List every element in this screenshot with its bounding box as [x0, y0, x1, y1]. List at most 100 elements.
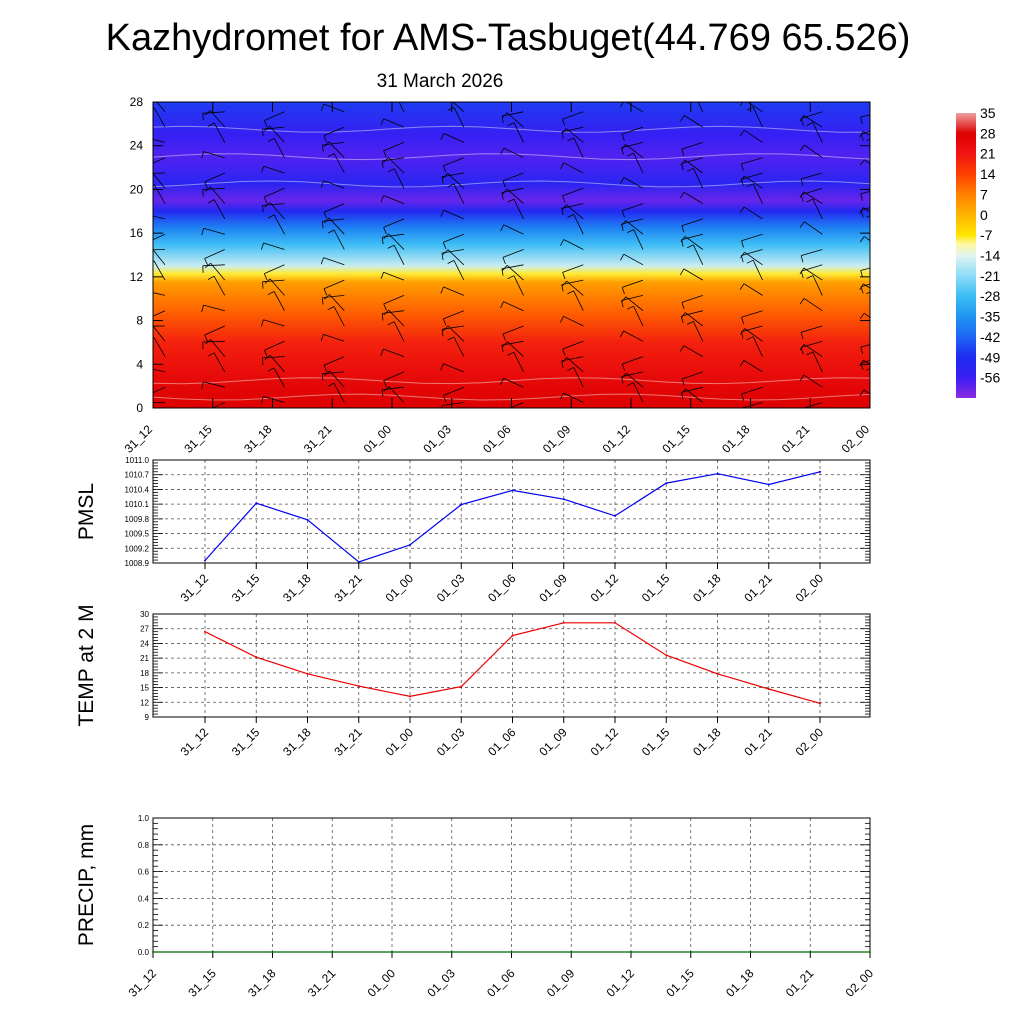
y-tick-label: 27 [140, 625, 149, 634]
wind-barb [441, 172, 464, 184]
barb-shaft [743, 206, 763, 220]
wind-barb [380, 195, 405, 204]
temperature-field [153, 102, 870, 408]
colorbar-label: 7 [980, 186, 988, 202]
wind-barb [261, 165, 285, 174]
wind-barb [320, 334, 345, 342]
barb-shaft [269, 278, 285, 296]
barb-flag [145, 167, 148, 173]
wind-barb [440, 209, 464, 220]
barb-shaft [269, 354, 285, 373]
barb-shaft [328, 141, 345, 158]
data-point [749, 951, 752, 953]
barb-shaft [873, 214, 882, 234]
data-point [255, 656, 258, 659]
barb-flag [620, 102, 624, 107]
barb-shaft [213, 199, 226, 220]
wind-barb [799, 221, 823, 235]
wind-barb [806, 275, 823, 296]
barb-flag [800, 347, 804, 355]
barb-shaft [744, 175, 763, 189]
wind-barb [201, 304, 225, 313]
wind-barb [620, 253, 644, 266]
barb-flag [621, 376, 624, 384]
x-tick-label: 31_18 [280, 571, 314, 605]
barb-shaft [447, 249, 465, 266]
colorbar-label: 28 [980, 125, 996, 141]
barb-shaft [501, 340, 524, 346]
barb-shaft [153, 337, 166, 357]
data-point [306, 672, 309, 675]
barb-flag [447, 336, 455, 341]
wind-barb [741, 157, 763, 171]
barb-shaft [741, 325, 763, 333]
barb-flag [381, 160, 384, 168]
data-point [614, 621, 616, 624]
wind-barb [741, 402, 763, 408]
barb-flag [387, 168, 395, 173]
barb-shaft [747, 102, 763, 113]
barb-flag [687, 92, 693, 95]
wind-barb [381, 233, 405, 245]
barb-shaft [443, 286, 464, 296]
barb-shaft [153, 292, 166, 296]
barb-flag [263, 120, 268, 128]
barb-flag [320, 257, 324, 265]
barb-flag [202, 113, 204, 121]
temperature-panel: 9 12 15 18 21 24 27 30 31_12 31_15 31_18 31_21 01_00… [75, 604, 871, 759]
barb-flag [380, 348, 384, 356]
barb-shaft [453, 260, 465, 281]
barb-shaft [800, 325, 823, 333]
heat-y-tick-label: 20 [130, 182, 144, 196]
barb-flag [567, 290, 574, 295]
barb-shaft [393, 245, 405, 265]
barb-flag [380, 195, 384, 203]
barb-flag [627, 382, 634, 387]
barb-shaft [503, 377, 524, 388]
barb-shaft [204, 325, 225, 336]
barb-shaft [388, 233, 405, 250]
barb-shaft [453, 107, 465, 128]
wind-barb [560, 392, 584, 403]
wind-barb [627, 229, 644, 250]
x-tick-label: 01_12 [604, 966, 638, 1000]
data-point [869, 951, 871, 953]
barb-flag [741, 317, 744, 325]
wind-barb [621, 371, 644, 384]
barb-flag [261, 242, 264, 250]
x-tick-label: 01_15 [663, 966, 697, 1000]
barb-flag [501, 268, 504, 276]
colorbar-label: -7 [980, 227, 993, 243]
barb-flag [387, 244, 395, 249]
barb-shaft [683, 268, 704, 281]
wind-barb [507, 122, 524, 143]
wind-barb [508, 402, 524, 408]
barb-flag [741, 163, 744, 171]
data-point [665, 654, 668, 657]
wind-barb [267, 291, 285, 311]
barb-flag [739, 283, 745, 290]
wind-barb [153, 325, 166, 342]
barb-shaft [452, 102, 465, 113]
x-tick-label: 01_15 [639, 725, 673, 759]
barb-flag [746, 259, 754, 264]
barb-flag [323, 288, 328, 296]
barb-flag [380, 118, 385, 126]
barb-shaft [741, 249, 763, 256]
wind-barb [679, 191, 704, 204]
barb-flag [567, 367, 574, 371]
barb-shaft [202, 340, 225, 343]
panel-frame [152, 459, 871, 564]
barb-shaft [264, 111, 285, 121]
x-tick-label: 31_15 [185, 966, 219, 1000]
barb-shaft [153, 386, 166, 394]
wind-barb [153, 172, 166, 174]
wind-barb [627, 305, 644, 327]
barb-flag [201, 304, 204, 313]
wind-barb [686, 244, 704, 265]
wind-barb [799, 298, 823, 312]
barb-flag [859, 389, 865, 396]
wind-barb [207, 352, 226, 373]
barb-flag [679, 191, 685, 199]
wind-barb [447, 183, 465, 204]
